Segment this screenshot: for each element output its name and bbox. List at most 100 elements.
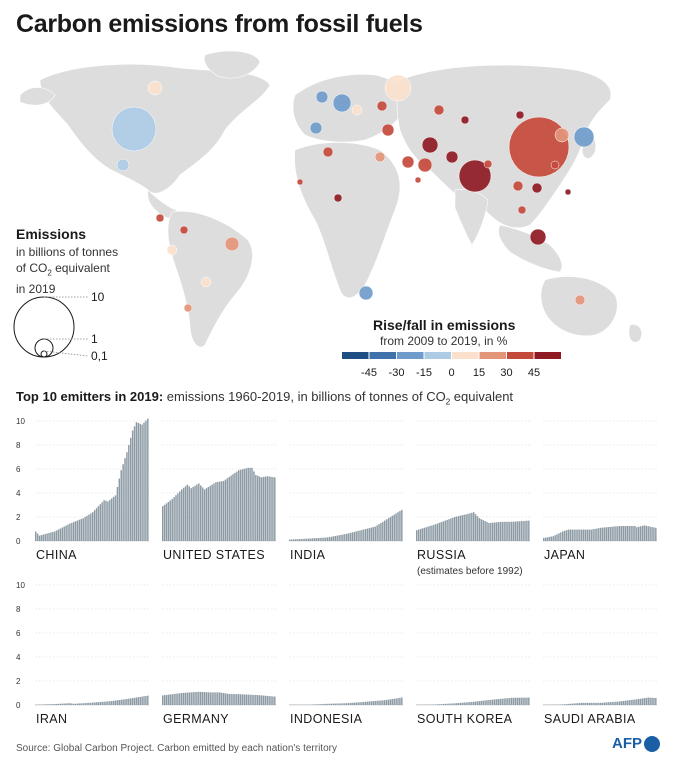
emission-bar <box>336 703 338 705</box>
emission-bar <box>347 533 350 541</box>
emission-bar <box>55 530 58 541</box>
emission-bar <box>332 536 335 541</box>
emission-bar <box>226 478 229 541</box>
emission-bar <box>131 698 134 705</box>
color-swatch <box>369 352 396 359</box>
emission-bar <box>416 530 418 541</box>
emission-bar <box>639 526 642 541</box>
alaska <box>19 87 56 106</box>
emission-bar <box>469 702 471 705</box>
emission-bar <box>175 495 177 541</box>
emission-bar <box>550 536 553 541</box>
emission-bar <box>36 533 39 541</box>
emitter-name: INDIA <box>290 548 326 562</box>
emission-bar <box>90 702 92 705</box>
emission-bar <box>163 504 166 541</box>
emission-bar <box>201 692 204 705</box>
emission-bar <box>196 484 198 541</box>
emission-bar <box>401 697 403 705</box>
emission-bar <box>346 703 348 705</box>
country-bubble <box>155 213 165 223</box>
emitter-chart: UNITED STATES <box>162 420 276 562</box>
emission-bar <box>323 537 325 541</box>
emission-bar <box>109 499 111 541</box>
emission-bar <box>238 694 240 705</box>
y-tick-label: 6 <box>16 465 21 474</box>
emission-bar <box>270 476 272 541</box>
emission-bar <box>554 535 556 541</box>
emission-bar <box>139 423 141 541</box>
emission-bar <box>120 699 122 705</box>
emission-bar <box>363 701 365 705</box>
emission-bar <box>74 521 77 541</box>
emission-bar <box>328 703 331 705</box>
country-bubble <box>512 180 524 192</box>
emission-bar <box>61 527 64 541</box>
emission-bar <box>457 703 460 705</box>
emission-bar <box>594 528 596 541</box>
emission-bar <box>143 696 145 705</box>
emission-bar <box>40 535 43 541</box>
emission-bar <box>296 539 299 541</box>
emission-bar <box>569 529 572 541</box>
emission-bar <box>131 430 134 541</box>
emission-bar <box>579 702 581 705</box>
emission-bar <box>327 703 329 705</box>
emission-bar <box>40 704 43 705</box>
emission-bar <box>397 512 399 541</box>
emission-bar <box>522 697 524 705</box>
emission-bar <box>207 487 210 541</box>
y-tick-label: 0 <box>16 537 21 546</box>
emission-bar <box>274 477 276 541</box>
emission-bar <box>600 702 602 705</box>
emission-bar <box>653 527 655 541</box>
color-swatch <box>452 352 479 359</box>
emission-bar <box>624 700 627 705</box>
emission-bar <box>512 521 515 541</box>
emission-bar <box>632 526 634 541</box>
emission-bar <box>560 704 562 705</box>
emission-bar <box>162 506 164 541</box>
emission-bar <box>290 539 293 541</box>
emission-bar <box>493 522 496 541</box>
emission-bar <box>486 522 488 541</box>
emission-bar <box>359 702 361 705</box>
y-tick-label: 0 <box>16 701 21 710</box>
country-bubble <box>517 205 527 215</box>
emission-bar <box>349 532 352 541</box>
color-swatch <box>534 352 561 359</box>
emission-bar <box>425 527 427 541</box>
emission-bar <box>516 521 519 541</box>
emitter-name: RUSSIA <box>417 548 466 562</box>
emission-bar <box>249 694 251 705</box>
emission-bar <box>560 532 562 541</box>
emission-bar <box>42 704 45 705</box>
emission-bar <box>266 476 268 541</box>
color-tick-label: 30 <box>500 367 512 379</box>
size-legend-line2: of CO2 equivalent <box>16 261 110 278</box>
emission-bar <box>482 520 484 541</box>
emission-bar <box>194 485 196 541</box>
emission-bar <box>88 702 90 705</box>
emission-bar <box>211 484 213 541</box>
color-legend-subtitle: from 2009 to 2019, in % <box>380 334 508 348</box>
emission-bar <box>107 501 109 541</box>
emission-bar <box>63 526 65 541</box>
emission-bar <box>509 697 511 705</box>
emission-bar <box>436 523 439 541</box>
emission-bar <box>122 464 124 541</box>
emission-bar <box>73 522 75 541</box>
emission-bar <box>50 532 52 541</box>
emission-bar <box>52 704 54 705</box>
emission-bar <box>452 517 454 541</box>
emission-bar <box>391 699 394 705</box>
emission-bar <box>615 526 617 541</box>
emission-bar <box>145 420 147 541</box>
emission-bar <box>186 692 189 705</box>
emission-bar <box>366 528 369 541</box>
emission-bar <box>247 694 249 705</box>
emission-bar <box>313 704 316 705</box>
emitter-chart: JAPAN <box>543 420 657 562</box>
emitter-name: UNITED STATES <box>163 548 265 562</box>
emission-bar <box>368 701 371 705</box>
